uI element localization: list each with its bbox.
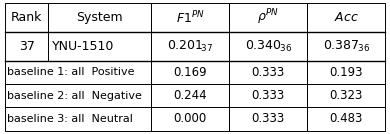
Text: 0.333: 0.333 [252, 112, 285, 125]
Text: 0.169: 0.169 [174, 66, 207, 79]
Text: 0.193: 0.193 [330, 66, 363, 79]
Bar [307, 107, 385, 131]
Text: 0.483: 0.483 [330, 112, 363, 125]
Bar [48, 32, 151, 61]
Text: 0.333: 0.333 [252, 66, 285, 79]
Text: YNU-1510: YNU-1510 [51, 40, 114, 53]
Bar [229, 107, 307, 131]
Bar [48, 3, 151, 32]
Text: $F1^{PN}$: $F1^{PN}$ [176, 9, 205, 26]
Bar [151, 107, 229, 131]
Text: $\rho^{PN}$: $\rho^{PN}$ [257, 8, 279, 27]
Text: $0.340_{\!36}$: $0.340_{\!36}$ [245, 39, 292, 54]
Bar [5, 32, 48, 61]
Bar [229, 61, 307, 84]
Bar [307, 61, 385, 84]
Text: System: System [76, 11, 123, 24]
Bar [5, 61, 151, 84]
Text: baseline 3: all  Neutral: baseline 3: all Neutral [7, 114, 133, 124]
Text: 0.333: 0.333 [252, 89, 285, 102]
Bar [151, 32, 229, 61]
Text: $Acc$: $Acc$ [334, 11, 359, 24]
Text: baseline 1: all  Positive: baseline 1: all Positive [7, 67, 135, 77]
Bar [5, 3, 48, 32]
Bar [229, 32, 307, 61]
Bar [151, 84, 229, 107]
Text: Rank: Rank [11, 11, 42, 24]
Bar [151, 3, 229, 32]
Text: 0.323: 0.323 [330, 89, 363, 102]
Text: 0.244: 0.244 [174, 89, 207, 102]
Bar [151, 61, 229, 84]
Bar [5, 84, 151, 107]
Bar [307, 84, 385, 107]
Bar [307, 3, 385, 32]
Text: $0.201_{\!37}$: $0.201_{\!37}$ [167, 39, 213, 54]
Bar [307, 32, 385, 61]
Bar [229, 3, 307, 32]
Text: 0.000: 0.000 [174, 112, 207, 125]
Text: baseline 2: all  Negative: baseline 2: all Negative [7, 91, 142, 101]
Bar [229, 84, 307, 107]
Bar [5, 107, 151, 131]
Text: 37: 37 [19, 40, 34, 53]
Text: $0.387_{\!36}$: $0.387_{\!36}$ [323, 39, 370, 54]
